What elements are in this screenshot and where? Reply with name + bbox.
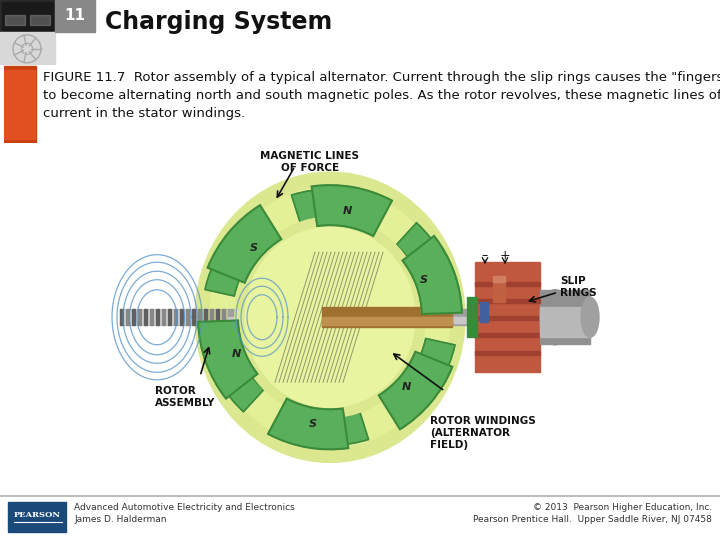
Text: +: + (500, 249, 510, 262)
Bar (228, 309, 568, 325)
Bar (216, 309, 219, 325)
Bar (467, 297, 477, 338)
Bar (228, 318, 568, 323)
Bar (475, 316, 540, 320)
Text: PEARSON: PEARSON (14, 511, 60, 519)
Bar (55, 0, 95, 32)
Bar (475, 333, 540, 338)
Bar (168, 309, 171, 325)
Wedge shape (198, 320, 258, 399)
Bar (186, 309, 189, 325)
Text: N: N (231, 349, 240, 359)
Bar (4, 70, 35, 139)
Bar (493, 280, 505, 302)
Bar (120, 309, 123, 325)
Ellipse shape (210, 187, 450, 447)
Text: © 2013  Pearson Higher Education, Inc.: © 2013 Pearson Higher Education, Inc. (533, 503, 712, 512)
Wedge shape (205, 223, 264, 296)
Bar (192, 309, 195, 325)
Text: ROTOR WINDINGS
(ALTERNATOR
FIELD): ROTOR WINDINGS (ALTERNATOR FIELD) (430, 416, 536, 449)
Bar (475, 352, 540, 355)
Text: N: N (402, 382, 411, 392)
Wedge shape (379, 352, 452, 429)
Text: S: S (249, 243, 257, 253)
Text: S: S (420, 275, 428, 285)
Bar (120, 309, 228, 325)
Bar (475, 262, 540, 372)
Ellipse shape (581, 297, 599, 338)
Bar (322, 307, 452, 327)
Bar (480, 302, 488, 322)
Bar (5, 15, 25, 25)
Bar (174, 309, 177, 325)
Text: Advanced Automotive Electricity and Electronics: Advanced Automotive Electricity and Elec… (74, 503, 294, 512)
Bar (138, 309, 141, 325)
Bar (126, 309, 129, 325)
Ellipse shape (245, 227, 415, 407)
Bar (475, 282, 540, 286)
Bar (204, 309, 207, 325)
Ellipse shape (195, 172, 465, 462)
Text: FIGURE 11.7  Rotor assembly of a typical alternator. Current through the slip ri: FIGURE 11.7 Rotor assembly of a typical … (42, 71, 720, 120)
Bar (8, 502, 66, 532)
Bar (222, 309, 225, 325)
Bar (162, 309, 165, 325)
Bar (150, 309, 153, 325)
Bar (540, 307, 590, 338)
Text: –: – (482, 249, 488, 262)
Wedge shape (205, 339, 264, 411)
Wedge shape (207, 205, 282, 283)
Text: Pearson Prentice Hall.  Upper Saddle River, NJ 07458: Pearson Prentice Hall. Upper Saddle Rive… (473, 515, 712, 524)
Ellipse shape (540, 290, 570, 345)
Text: 11: 11 (65, 9, 86, 23)
Wedge shape (292, 411, 369, 446)
Wedge shape (396, 339, 455, 411)
Bar (0, 32, 55, 65)
Bar (4, 66, 36, 141)
Bar (144, 309, 147, 325)
Bar (210, 309, 213, 325)
Text: James D. Halderman: James D. Halderman (74, 515, 166, 524)
Ellipse shape (235, 217, 425, 417)
Text: MAGNETIC LINES
OF FORCE: MAGNETIC LINES OF FORCE (261, 151, 359, 173)
Wedge shape (312, 185, 392, 236)
Text: SLIP
RINGS: SLIP RINGS (560, 276, 597, 298)
Wedge shape (268, 399, 348, 449)
Bar (2, 2, 53, 30)
Bar (475, 299, 540, 303)
Wedge shape (292, 189, 369, 224)
Bar (198, 309, 201, 325)
Text: ROTOR
ASSEMBLY: ROTOR ASSEMBLY (155, 386, 215, 408)
Bar (156, 309, 159, 325)
Bar (132, 309, 135, 325)
Bar (322, 318, 452, 325)
Text: Charging System: Charging System (105, 10, 332, 34)
Bar (30, 15, 50, 25)
Bar (493, 276, 505, 282)
Wedge shape (402, 236, 462, 314)
Text: S: S (309, 418, 317, 429)
Bar (180, 309, 183, 325)
Wedge shape (396, 223, 455, 296)
Text: N: N (343, 206, 352, 216)
Bar (0, 0, 55, 32)
Bar (540, 290, 590, 345)
